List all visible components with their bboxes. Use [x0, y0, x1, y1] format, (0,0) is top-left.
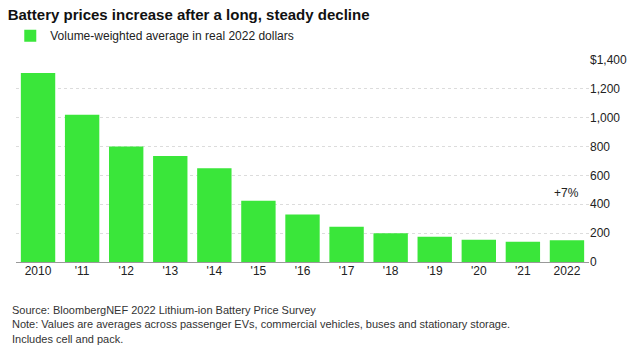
- svg-text:'21: '21: [515, 264, 531, 278]
- svg-text:'15: '15: [251, 264, 267, 278]
- svg-text:+7%: +7%: [554, 186, 579, 200]
- svg-text:Battery prices increase after: Battery prices increase after a long, st…: [8, 6, 370, 23]
- svg-text:0: 0: [590, 255, 597, 269]
- svg-text:600: 600: [590, 169, 610, 183]
- svg-text:2022: 2022: [554, 264, 581, 278]
- svg-text:'19: '19: [427, 264, 443, 278]
- svg-text:'18: '18: [383, 264, 399, 278]
- svg-text:'20: '20: [471, 264, 487, 278]
- svg-text:$1,400: $1,400: [590, 53, 627, 67]
- svg-text:1,000: 1,000: [590, 111, 620, 125]
- svg-text:'11: '11: [75, 264, 90, 278]
- svg-text:'16: '16: [295, 264, 311, 278]
- svg-text:Source: BloombergNEF 2022 Lith: Source: BloombergNEF 2022 Lithium-ion Ba…: [12, 304, 510, 345]
- svg-text:400: 400: [590, 197, 610, 211]
- svg-text:2010: 2010: [25, 264, 52, 278]
- svg-text:'13: '13: [162, 264, 178, 278]
- svg-text:'12: '12: [118, 264, 134, 278]
- svg-text:200: 200: [590, 226, 610, 240]
- svg-text:1,200: 1,200: [590, 82, 620, 96]
- svg-text:'14: '14: [207, 264, 223, 278]
- svg-text:Volume-weighted average in rea: Volume-weighted average in real 2022 dol…: [50, 29, 293, 43]
- svg-text:800: 800: [590, 140, 610, 154]
- svg-text:'17: '17: [339, 264, 355, 278]
